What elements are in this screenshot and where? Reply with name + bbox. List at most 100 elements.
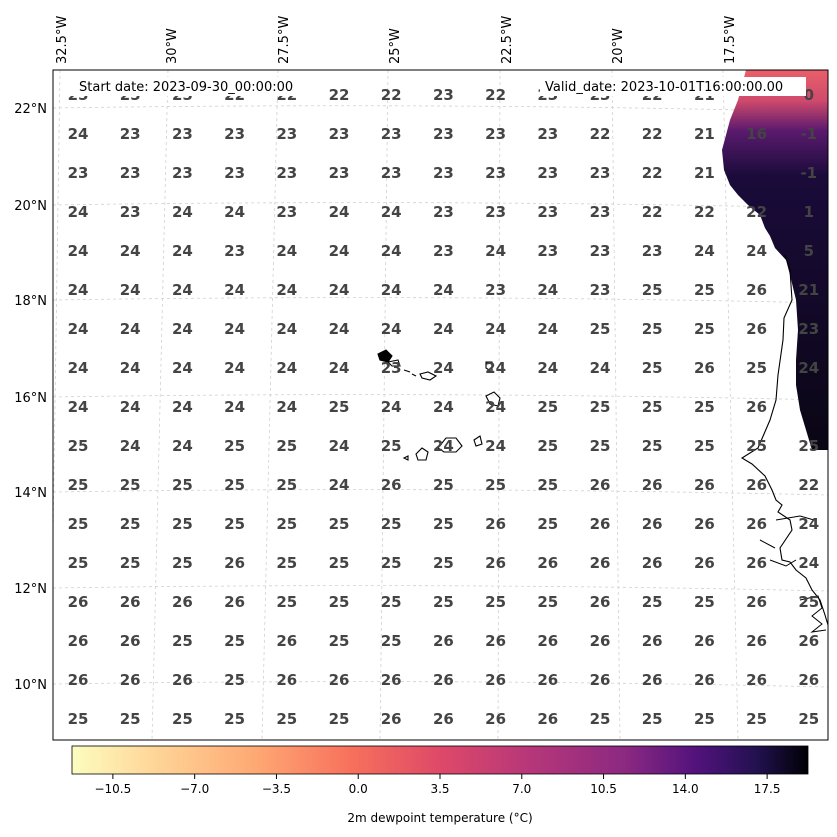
grid-value: 24 [746,242,767,260]
latitude-label: 20°N [14,199,47,214]
grid-value: 24 [120,242,141,260]
grid-value: 24 [433,437,454,455]
grid-value: 24 [485,359,506,377]
grid-value: 23 [276,203,297,221]
grid-value: 24 [172,281,193,299]
grid-value: 26 [694,632,715,650]
map-area [53,70,828,740]
grid-value: 25 [642,437,663,455]
grid-value: 22 [694,203,715,221]
grid-value: 25 [329,398,350,416]
grid-value: 25 [172,476,193,494]
grid-value: 24 [172,437,193,455]
grid-value: 0 [804,86,814,104]
grid-value: 25 [224,710,245,728]
grid-value: 26 [746,632,767,650]
grid-value: 25 [694,593,715,611]
grid-value: 25 [381,554,402,572]
grid-value: 25 [276,554,297,572]
grid-value: 26 [224,554,245,572]
grid-value: 24 [172,359,193,377]
longitude-label: 22.5°W [500,16,515,64]
grid-value: 23 [381,359,402,377]
start-date-box [66,77,312,96]
colorbar-tick-label: −3.5 [262,782,291,796]
grid-value: 26 [120,671,141,689]
grid-value: 24 [798,359,819,377]
latitude-label: 16°N [14,391,47,406]
grid-value: 26 [433,671,454,689]
grid-value: 26 [276,632,297,650]
grid-value: 24 [694,242,715,260]
grid-value: 26 [694,515,715,533]
grid-value: 25 [120,710,141,728]
colorbar-tick-label: 14.0 [672,782,699,796]
grid-value: 24 [381,242,402,260]
grid-value: 23 [798,320,819,338]
grid-value: 23 [172,125,193,143]
grid-value: 24 [224,398,245,416]
grid-value: 26 [329,671,350,689]
grid-value: 25 [642,281,663,299]
grid-value: 26 [172,671,193,689]
grid-value: 26 [590,515,611,533]
grid-value: 25 [381,593,402,611]
grid-value: 24 [172,242,193,260]
grid-value: 25 [68,554,89,572]
grid-value: 26 [590,554,611,572]
grid-value: 25 [798,437,819,455]
grid-value: 25 [276,593,297,611]
grid-value: 25 [590,398,611,416]
grid-value: 25 [746,359,767,377]
grid-value: 25 [537,398,558,416]
grid-value: 24 [329,203,350,221]
grid-value: 23 [120,203,141,221]
grid-value: 25 [120,476,141,494]
grid-value: 24 [120,398,141,416]
grid-value: 23 [276,125,297,143]
grid-value: 24 [68,359,89,377]
grid-value: 26 [485,554,506,572]
grid-value: 23 [590,242,611,260]
grid-value: 25 [642,320,663,338]
grid-value: 25 [381,632,402,650]
grid-value: 25 [329,554,350,572]
grid-value: 23 [433,164,454,182]
grid-value: 24 [329,242,350,260]
grid-value: 24 [329,476,350,494]
grid-value: 26 [276,671,297,689]
colorbar-tick-label: −7.0 [180,782,209,796]
grid-value: 24 [433,281,454,299]
grid-value: 26 [746,281,767,299]
grid-value: 22 [485,86,506,104]
grid-value: 24 [68,242,89,260]
grid-value: 24 [276,242,297,260]
grid-value: 24 [537,320,558,338]
grid-value: 25 [590,437,611,455]
grid-value: 25 [590,710,611,728]
grid-value: 25 [694,437,715,455]
grid-value: 21 [694,125,715,143]
grid-value: 22 [746,203,767,221]
grid-value: 26 [381,671,402,689]
grid-value: 24 [224,281,245,299]
grid-value: 25 [485,476,506,494]
grid-value: 23 [224,242,245,260]
grid-value: 26 [746,476,767,494]
grid-value: 23 [276,164,297,182]
grid-value: 26 [537,671,558,689]
grid-value: 23 [590,164,611,182]
grid-value: 16 [746,125,767,143]
grid-value: 24 [172,203,193,221]
grid-value: 23 [120,164,141,182]
latitude-label: 18°N [14,294,47,309]
grid-value: 25 [485,593,506,611]
grid-value: 25 [537,476,558,494]
grid-value: 25 [172,515,193,533]
grid-value: 25 [694,710,715,728]
grid-value: 23 [329,164,350,182]
africa-coastline [740,254,828,626]
grid-value: 25 [381,437,402,455]
grid-value: 26 [746,320,767,338]
